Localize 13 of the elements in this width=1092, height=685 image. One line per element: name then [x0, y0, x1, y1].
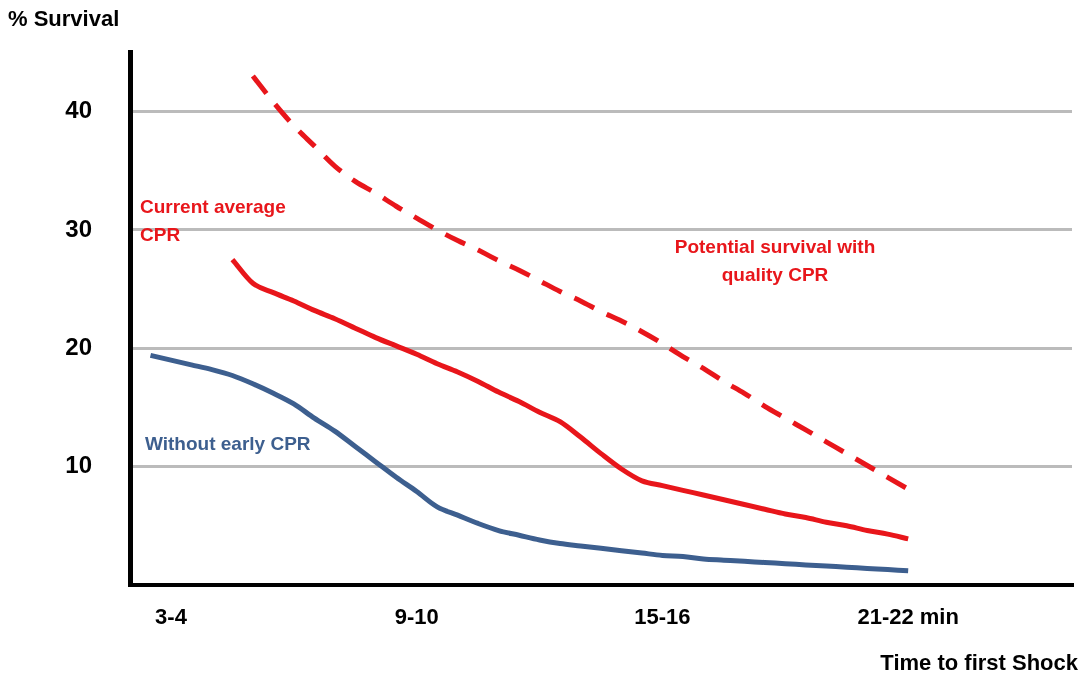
x-tick-label: 21-22 min: [857, 604, 959, 630]
y-tick-label: 20: [65, 332, 92, 360]
x-tick-label: 3-4: [155, 604, 188, 630]
y-tick-label: 10: [65, 451, 92, 479]
y-tick-label: 30: [65, 214, 92, 242]
text: Current average CPR: [140, 196, 286, 246]
y-axis-title: % Survival: [8, 6, 120, 32]
text: Potential survival with quality CPR: [674, 236, 876, 286]
x-tick-label: 9-10: [394, 604, 439, 630]
x-tick-label: 15-16: [634, 604, 691, 630]
series-label: Without early CPR: [145, 433, 311, 455]
y-tick-label: 40: [65, 96, 92, 124]
x-axis-title: Time to first Shock: [880, 650, 1079, 676]
